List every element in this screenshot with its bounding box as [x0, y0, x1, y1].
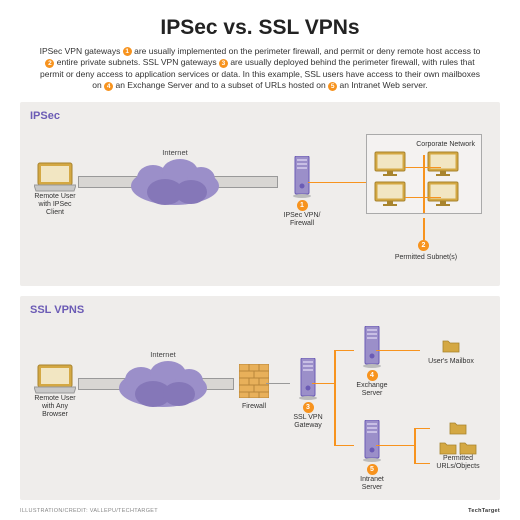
urls-folders-icon: Permitted URLs/Objects: [430, 420, 486, 471]
badge-2: 2: [418, 240, 429, 251]
ipsec-panel: IPSec SSL/TLS Tunnel Remote User with IP…: [20, 102, 500, 286]
mailbox-folder-icon: User's Mailbox: [422, 338, 480, 366]
footer: ILLUSTRATION/CREDIT: VALLEPU/TECHTARGET …: [20, 508, 500, 514]
footer-brand: TechTarget: [468, 508, 500, 514]
cloud-icon: Internet: [120, 148, 230, 211]
intranet-server-icon: 5 Intranet Server: [352, 420, 392, 492]
badge-4: 4: [367, 370, 378, 381]
ssl-title: SSL VPNS: [30, 304, 490, 316]
monitor-icon: [426, 181, 475, 207]
ssl-panel: SSL VPNS SSL/TLS Tunnel Remote User with…: [20, 296, 500, 500]
laptop-icon: Remote User with IPSec Client: [30, 161, 80, 217]
description-text: IPSec VPN gateways 1 are usually impleme…: [20, 46, 500, 92]
ipsec-server-icon: 1 IPSec VPN/ Firewall: [282, 156, 322, 228]
marker-4-icon: 4: [104, 82, 113, 91]
ipsec-title: IPSec: [30, 110, 490, 122]
monitor-icon: [426, 151, 475, 177]
monitor-icon: [373, 151, 422, 177]
laptop-icon: Remote User with Any Browser: [30, 363, 80, 419]
corporate-network-box: Corporate Network: [366, 134, 482, 214]
page-title: IPSec vs. SSL VPNs: [20, 16, 500, 40]
exchange-server-icon: 4 Exchange Server: [352, 326, 392, 398]
monitor-icon: [373, 181, 422, 207]
marker-5-icon: 5: [328, 82, 337, 91]
marker-3-icon: 3: [219, 59, 228, 68]
firewall-icon: Firewall: [236, 364, 272, 411]
footer-credit: ILLUSTRATION/CREDIT: VALLEPU/TECHTARGET: [20, 508, 158, 514]
cloud-icon: Internet: [108, 350, 218, 413]
marker-1-icon: 1: [123, 47, 132, 56]
badge-5: 5: [367, 464, 378, 475]
badge-1: 1: [297, 200, 308, 211]
ssl-gateway-icon: 3 SSL VPN Gateway: [288, 358, 328, 430]
badge-3: 3: [303, 402, 314, 413]
